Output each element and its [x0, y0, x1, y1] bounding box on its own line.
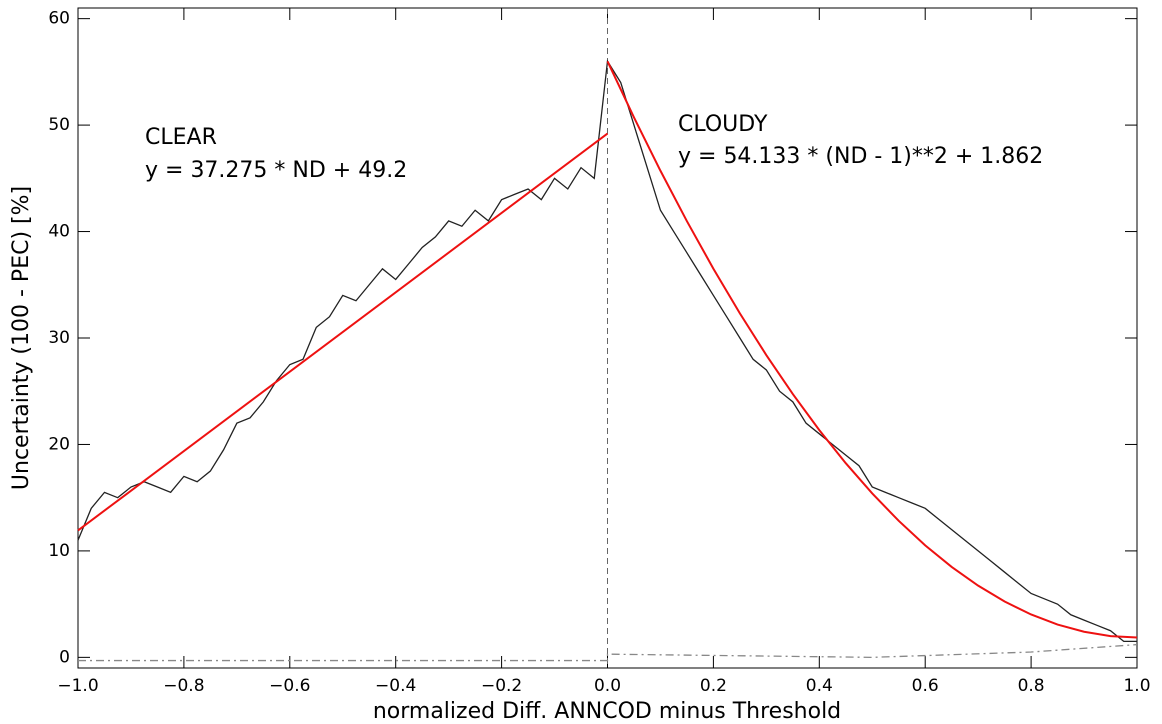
- y-tick-label: 60: [48, 9, 70, 29]
- data-line: [78, 643, 1138, 662]
- x-tick-label: 0.4: [806, 676, 833, 696]
- x-tick-label: −0.2: [481, 676, 522, 696]
- y-tick-label: 20: [48, 434, 70, 454]
- y-axis-label: Uncertainty (100 - PEC) [%]: [9, 186, 34, 490]
- y-tick-label: 50: [48, 115, 70, 135]
- x-tick-label: 0.0: [594, 676, 621, 696]
- x-tick-label: 0.6: [912, 676, 939, 696]
- y-tick-label: 30: [48, 328, 70, 348]
- x-tick-label: 1.0: [1123, 676, 1150, 696]
- x-tick-label: −0.6: [269, 676, 310, 696]
- y-tick-label: 0: [59, 647, 70, 667]
- data-line: [606, 60, 1138, 639]
- annotation: CLEAR: [145, 125, 217, 150]
- annotation: CLOUDY: [678, 112, 768, 137]
- data-line: [77, 59, 1137, 643]
- x-tick-label: 0.8: [1018, 676, 1045, 696]
- x-tick-label: −0.4: [375, 676, 416, 696]
- x-axis-label: normalized Diff. ANNCOD minus Threshold: [373, 699, 841, 724]
- y-tick-label: 10: [48, 541, 70, 561]
- annotation: y = 54.133 * (ND - 1)**2 + 1.862: [678, 144, 1043, 169]
- y-tick-label: 40: [48, 222, 70, 242]
- annotation: y = 37.275 * ND + 49.2: [145, 158, 407, 183]
- x-tick-label: −0.8: [163, 676, 204, 696]
- x-tick-label: 0.2: [700, 676, 727, 696]
- x-tick-label: −1.0: [57, 676, 98, 696]
- data-line: [77, 132, 609, 532]
